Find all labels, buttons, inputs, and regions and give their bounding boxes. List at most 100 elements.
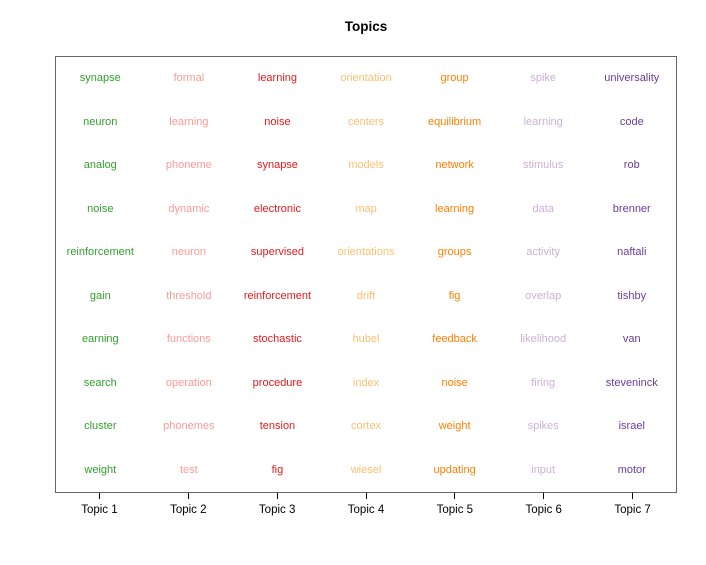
topic-word: learning bbox=[523, 115, 563, 128]
x-tick-label: Topic 7 bbox=[614, 504, 651, 516]
topic-word: steveninck bbox=[605, 376, 658, 389]
word-cell: drift bbox=[322, 275, 411, 319]
topic-word: wiesel bbox=[350, 463, 382, 476]
x-tick-mark bbox=[365, 493, 367, 499]
topic-word: weight bbox=[438, 420, 471, 433]
topic-word: index bbox=[352, 376, 380, 389]
topic-word: van bbox=[622, 333, 641, 346]
x-axis-cell-7: Topic 7 bbox=[588, 493, 677, 516]
word-cell: likelihood bbox=[499, 318, 588, 362]
topic-word: neuron bbox=[83, 115, 118, 128]
word-cell: phoneme bbox=[145, 144, 234, 188]
topic-word: noise bbox=[264, 115, 291, 128]
topic-word: stimulus bbox=[523, 159, 564, 172]
word-cell: models bbox=[322, 144, 411, 188]
topic-word: fig bbox=[448, 289, 461, 302]
word-cell: steveninck bbox=[587, 362, 676, 406]
word-cell: fig bbox=[410, 275, 499, 319]
word-cell: learning bbox=[410, 188, 499, 232]
topic-column-6: spike learning stimulus data activity overlap… bbox=[499, 57, 588, 492]
word-cell: activity bbox=[499, 231, 588, 275]
word-cell: wiesel bbox=[322, 449, 411, 493]
x-tick-label: Topic 6 bbox=[525, 504, 562, 516]
topic-word: orientations bbox=[337, 246, 395, 259]
x-tick-label: Topic 2 bbox=[170, 504, 207, 516]
topic-word: threshold bbox=[166, 289, 212, 302]
topic-word: tension bbox=[259, 420, 296, 433]
word-cell: electronic bbox=[233, 188, 322, 232]
topic-word: likelihood bbox=[520, 333, 567, 346]
topic-word: fig bbox=[271, 463, 284, 476]
topic-word: functions bbox=[166, 333, 211, 346]
topic-word: models bbox=[348, 159, 384, 172]
word-cell: analog bbox=[56, 144, 145, 188]
word-cell: input bbox=[499, 449, 588, 493]
topic-word: search bbox=[83, 376, 117, 389]
word-cell: threshold bbox=[145, 275, 234, 319]
x-axis-cell-3: Topic 3 bbox=[233, 493, 322, 516]
word-cell: reinforcement bbox=[233, 275, 322, 319]
word-cell: functions bbox=[145, 318, 234, 362]
topic-word: cluster bbox=[84, 420, 117, 433]
word-cell: formal bbox=[145, 57, 234, 101]
topic-word: drift bbox=[356, 289, 376, 302]
word-cell: index bbox=[322, 362, 411, 406]
word-cell: data bbox=[499, 188, 588, 232]
topic-word: firing bbox=[531, 376, 556, 389]
topic-word: earning bbox=[81, 333, 119, 346]
word-cell: hubel bbox=[322, 318, 411, 362]
word-cell: weight bbox=[56, 449, 145, 493]
topic-word: learning bbox=[257, 72, 298, 85]
topic-column-2: formal learning phoneme dynamic neuron thresh… bbox=[145, 57, 234, 492]
word-cell: noise bbox=[56, 188, 145, 232]
topic-word: operation bbox=[165, 376, 212, 389]
word-cell: van bbox=[587, 318, 676, 362]
word-cell: noise bbox=[233, 101, 322, 145]
topic-word: group bbox=[440, 72, 469, 85]
topic-word: cortex bbox=[351, 420, 381, 433]
topic-column-7: universality code rob brenner naftali tishby v… bbox=[587, 57, 676, 492]
x-tick-mark bbox=[98, 493, 100, 499]
topic-word: noise bbox=[441, 376, 468, 389]
word-cell: spikes bbox=[499, 405, 588, 449]
word-cell: groups bbox=[410, 231, 499, 275]
word-cell: earning bbox=[56, 318, 145, 362]
topic-column-4: orientation centers models map orientations d… bbox=[322, 57, 411, 492]
word-cell: learning bbox=[233, 57, 322, 101]
topic-word: spike bbox=[530, 72, 557, 85]
topic-word: gain bbox=[89, 289, 111, 302]
topic-word: supervised bbox=[250, 246, 305, 259]
topic-word: motor bbox=[617, 463, 646, 476]
word-cell: tishby bbox=[587, 275, 676, 319]
topic-word: israel bbox=[618, 420, 645, 433]
topic-word: synapse bbox=[256, 159, 298, 172]
word-cell: firing bbox=[499, 362, 588, 406]
word-cell: rob bbox=[587, 144, 676, 188]
word-cell: brenner bbox=[587, 188, 676, 232]
topic-word: feedback bbox=[432, 333, 477, 346]
topic-word: electronic bbox=[253, 202, 301, 215]
chart-title: Topics bbox=[344, 19, 388, 34]
word-cell: orientation bbox=[322, 57, 411, 101]
word-cell: gain bbox=[56, 275, 145, 319]
topic-word: activity bbox=[526, 246, 560, 259]
topic-word: orientation bbox=[340, 72, 392, 85]
topic-word: naftali bbox=[617, 246, 647, 259]
word-cell: procedure bbox=[233, 362, 322, 406]
word-cell: neuron bbox=[145, 231, 234, 275]
word-cell: overlap bbox=[499, 275, 588, 319]
topic-word: analog bbox=[83, 159, 117, 172]
word-cell: dynamic bbox=[145, 188, 234, 232]
word-cell: group bbox=[410, 57, 499, 101]
word-cell: weight bbox=[410, 405, 499, 449]
topic-word: dynamic bbox=[168, 202, 210, 215]
word-cell: israel bbox=[587, 405, 676, 449]
word-cell: search bbox=[56, 362, 145, 406]
topic-word: stochastic bbox=[252, 333, 302, 346]
topic-word: centers bbox=[347, 115, 385, 128]
word-cell: operation bbox=[145, 362, 234, 406]
topic-word: updating bbox=[433, 463, 476, 476]
topic-column-3: learning noise synapse electronic supervised… bbox=[233, 57, 322, 492]
word-cell: tension bbox=[233, 405, 322, 449]
